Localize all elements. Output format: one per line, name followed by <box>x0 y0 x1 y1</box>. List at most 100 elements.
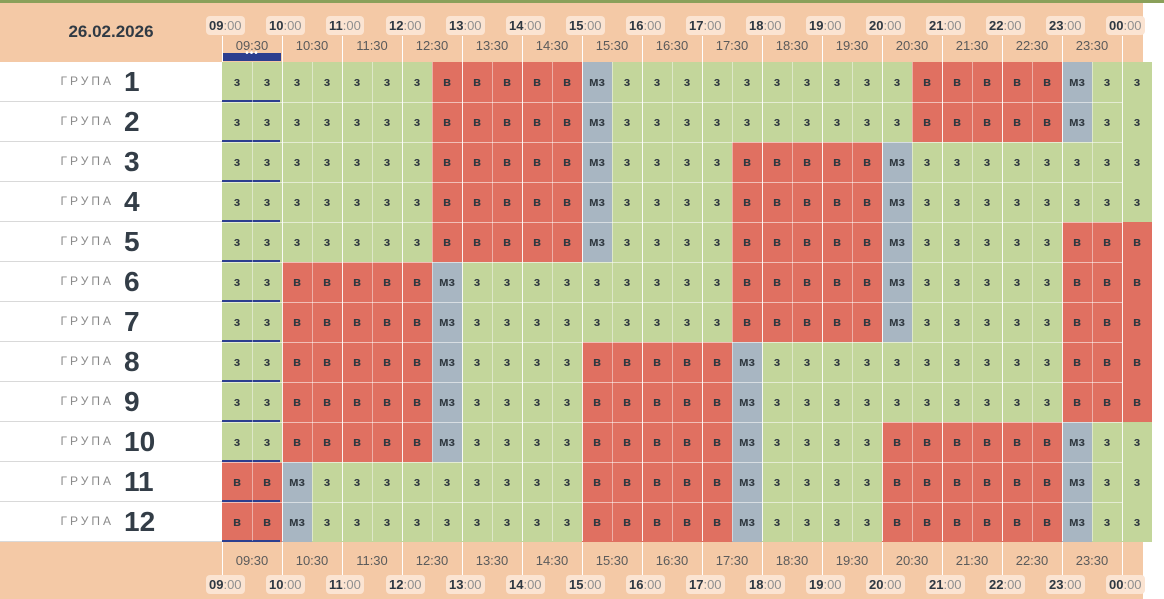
schedule-cell[interactable]: в <box>522 142 552 182</box>
schedule-cell[interactable]: з <box>1002 262 1032 302</box>
schedule-cell[interactable]: з <box>342 102 372 142</box>
schedule-cell[interactable]: мз <box>582 102 612 142</box>
schedule-cell[interactable]: з <box>1002 142 1032 182</box>
schedule-cell[interactable]: з <box>972 142 1002 182</box>
schedule-cell[interactable]: в <box>762 262 792 302</box>
schedule-cell[interactable]: в <box>942 462 972 502</box>
schedule-cell[interactable]: в <box>402 302 432 342</box>
schedule-cell[interactable]: в <box>612 422 642 462</box>
schedule-cell[interactable]: в <box>642 462 672 502</box>
schedule-cell[interactable]: мз <box>432 302 462 342</box>
schedule-cell[interactable]: в <box>1122 382 1152 422</box>
schedule-cell[interactable]: в <box>852 262 882 302</box>
schedule-cell[interactable]: з <box>312 142 342 182</box>
schedule-cell[interactable]: з <box>762 342 792 382</box>
schedule-cell[interactable]: з <box>642 62 672 102</box>
schedule-cell[interactable]: в <box>1122 222 1152 262</box>
schedule-cell[interactable]: з <box>852 462 882 502</box>
schedule-cell[interactable]: з <box>672 182 702 222</box>
schedule-cell[interactable]: з <box>342 462 372 502</box>
schedule-cell[interactable]: мз <box>432 342 462 382</box>
schedule-cell[interactable]: в <box>702 422 732 462</box>
schedule-cell[interactable]: в <box>642 382 672 422</box>
schedule-cell[interactable]: з <box>1122 422 1152 462</box>
schedule-cell[interactable]: з <box>672 62 702 102</box>
schedule-cell[interactable]: з <box>252 382 282 422</box>
schedule-cell[interactable]: з <box>942 382 972 422</box>
schedule-cell[interactable]: в <box>402 382 432 422</box>
schedule-cell[interactable]: з <box>342 222 372 262</box>
schedule-cell[interactable]: в <box>462 102 492 142</box>
schedule-cell[interactable]: з <box>852 342 882 382</box>
schedule-cell[interactable]: з <box>732 62 762 102</box>
schedule-cell[interactable]: з <box>1002 342 1032 382</box>
schedule-cell[interactable]: з <box>702 262 732 302</box>
schedule-cell[interactable]: з <box>972 222 1002 262</box>
schedule-cell[interactable]: з <box>1092 462 1122 502</box>
schedule-cell[interactable]: з <box>252 422 282 462</box>
schedule-cell[interactable]: в <box>642 342 672 382</box>
schedule-cell[interactable]: з <box>402 222 432 262</box>
schedule-cell[interactable]: в <box>1122 302 1152 342</box>
schedule-cell[interactable]: з <box>462 302 492 342</box>
schedule-cell[interactable]: з <box>492 262 522 302</box>
schedule-cell[interactable]: мз <box>1062 102 1092 142</box>
schedule-cell[interactable]: з <box>492 382 522 422</box>
schedule-cell[interactable]: в <box>822 222 852 262</box>
schedule-cell[interactable]: з <box>312 182 342 222</box>
schedule-cell[interactable]: в <box>732 142 762 182</box>
schedule-cell[interactable]: з <box>372 502 402 542</box>
schedule-cell[interactable]: в <box>282 422 312 462</box>
schedule-cell[interactable]: з <box>462 462 492 502</box>
schedule-cell[interactable]: мз <box>882 142 912 182</box>
schedule-cell[interactable]: з <box>372 142 402 182</box>
schedule-cell[interactable]: мз <box>732 462 762 502</box>
schedule-cell[interactable]: в <box>942 502 972 542</box>
schedule-cell[interactable]: мз <box>732 422 762 462</box>
schedule-cell[interactable]: в <box>372 422 402 462</box>
schedule-cell[interactable]: в <box>402 422 432 462</box>
schedule-cell[interactable]: з <box>672 102 702 142</box>
schedule-cell[interactable]: з <box>792 342 822 382</box>
schedule-cell[interactable]: в <box>972 422 1002 462</box>
schedule-cell[interactable]: в <box>522 222 552 262</box>
schedule-cell[interactable]: з <box>1122 62 1152 102</box>
schedule-cell[interactable]: з <box>702 182 732 222</box>
schedule-cell[interactable]: з <box>972 342 1002 382</box>
schedule-cell[interactable]: з <box>222 182 252 222</box>
schedule-cell[interactable]: з <box>552 502 582 542</box>
schedule-cell[interactable]: в <box>462 222 492 262</box>
schedule-cell[interactable]: з <box>942 142 972 182</box>
schedule-cell[interactable]: в <box>1092 262 1122 302</box>
schedule-cell[interactable]: в <box>792 142 822 182</box>
schedule-cell[interactable]: з <box>852 422 882 462</box>
schedule-cell[interactable]: з <box>912 142 942 182</box>
schedule-cell[interactable]: з <box>222 222 252 262</box>
schedule-cell[interactable]: в <box>282 382 312 422</box>
schedule-cell[interactable]: з <box>522 502 552 542</box>
schedule-cell[interactable]: з <box>1032 182 1062 222</box>
schedule-cell[interactable]: в <box>312 422 342 462</box>
schedule-cell[interactable]: в <box>822 142 852 182</box>
schedule-cell[interactable]: в <box>972 62 1002 102</box>
schedule-cell[interactable]: з <box>822 342 852 382</box>
schedule-cell[interactable]: в <box>912 62 942 102</box>
schedule-cell[interactable]: з <box>492 422 522 462</box>
schedule-cell[interactable]: з <box>882 342 912 382</box>
schedule-cell[interactable]: в <box>1092 382 1122 422</box>
schedule-cell[interactable]: з <box>672 302 702 342</box>
schedule-cell[interactable]: в <box>582 422 612 462</box>
schedule-cell[interactable]: в <box>1002 62 1032 102</box>
schedule-cell[interactable]: в <box>852 222 882 262</box>
schedule-cell[interactable]: з <box>402 462 432 502</box>
schedule-cell[interactable]: в <box>342 382 372 422</box>
schedule-cell[interactable]: з <box>702 62 732 102</box>
schedule-cell[interactable]: з <box>762 382 792 422</box>
schedule-cell[interactable]: в <box>402 342 432 382</box>
schedule-cell[interactable]: з <box>222 102 252 142</box>
schedule-cell[interactable]: в <box>342 302 372 342</box>
schedule-cell[interactable]: в <box>762 142 792 182</box>
schedule-cell[interactable]: з <box>792 382 822 422</box>
schedule-cell[interactable]: в <box>432 182 462 222</box>
schedule-cell[interactable]: з <box>372 222 402 262</box>
